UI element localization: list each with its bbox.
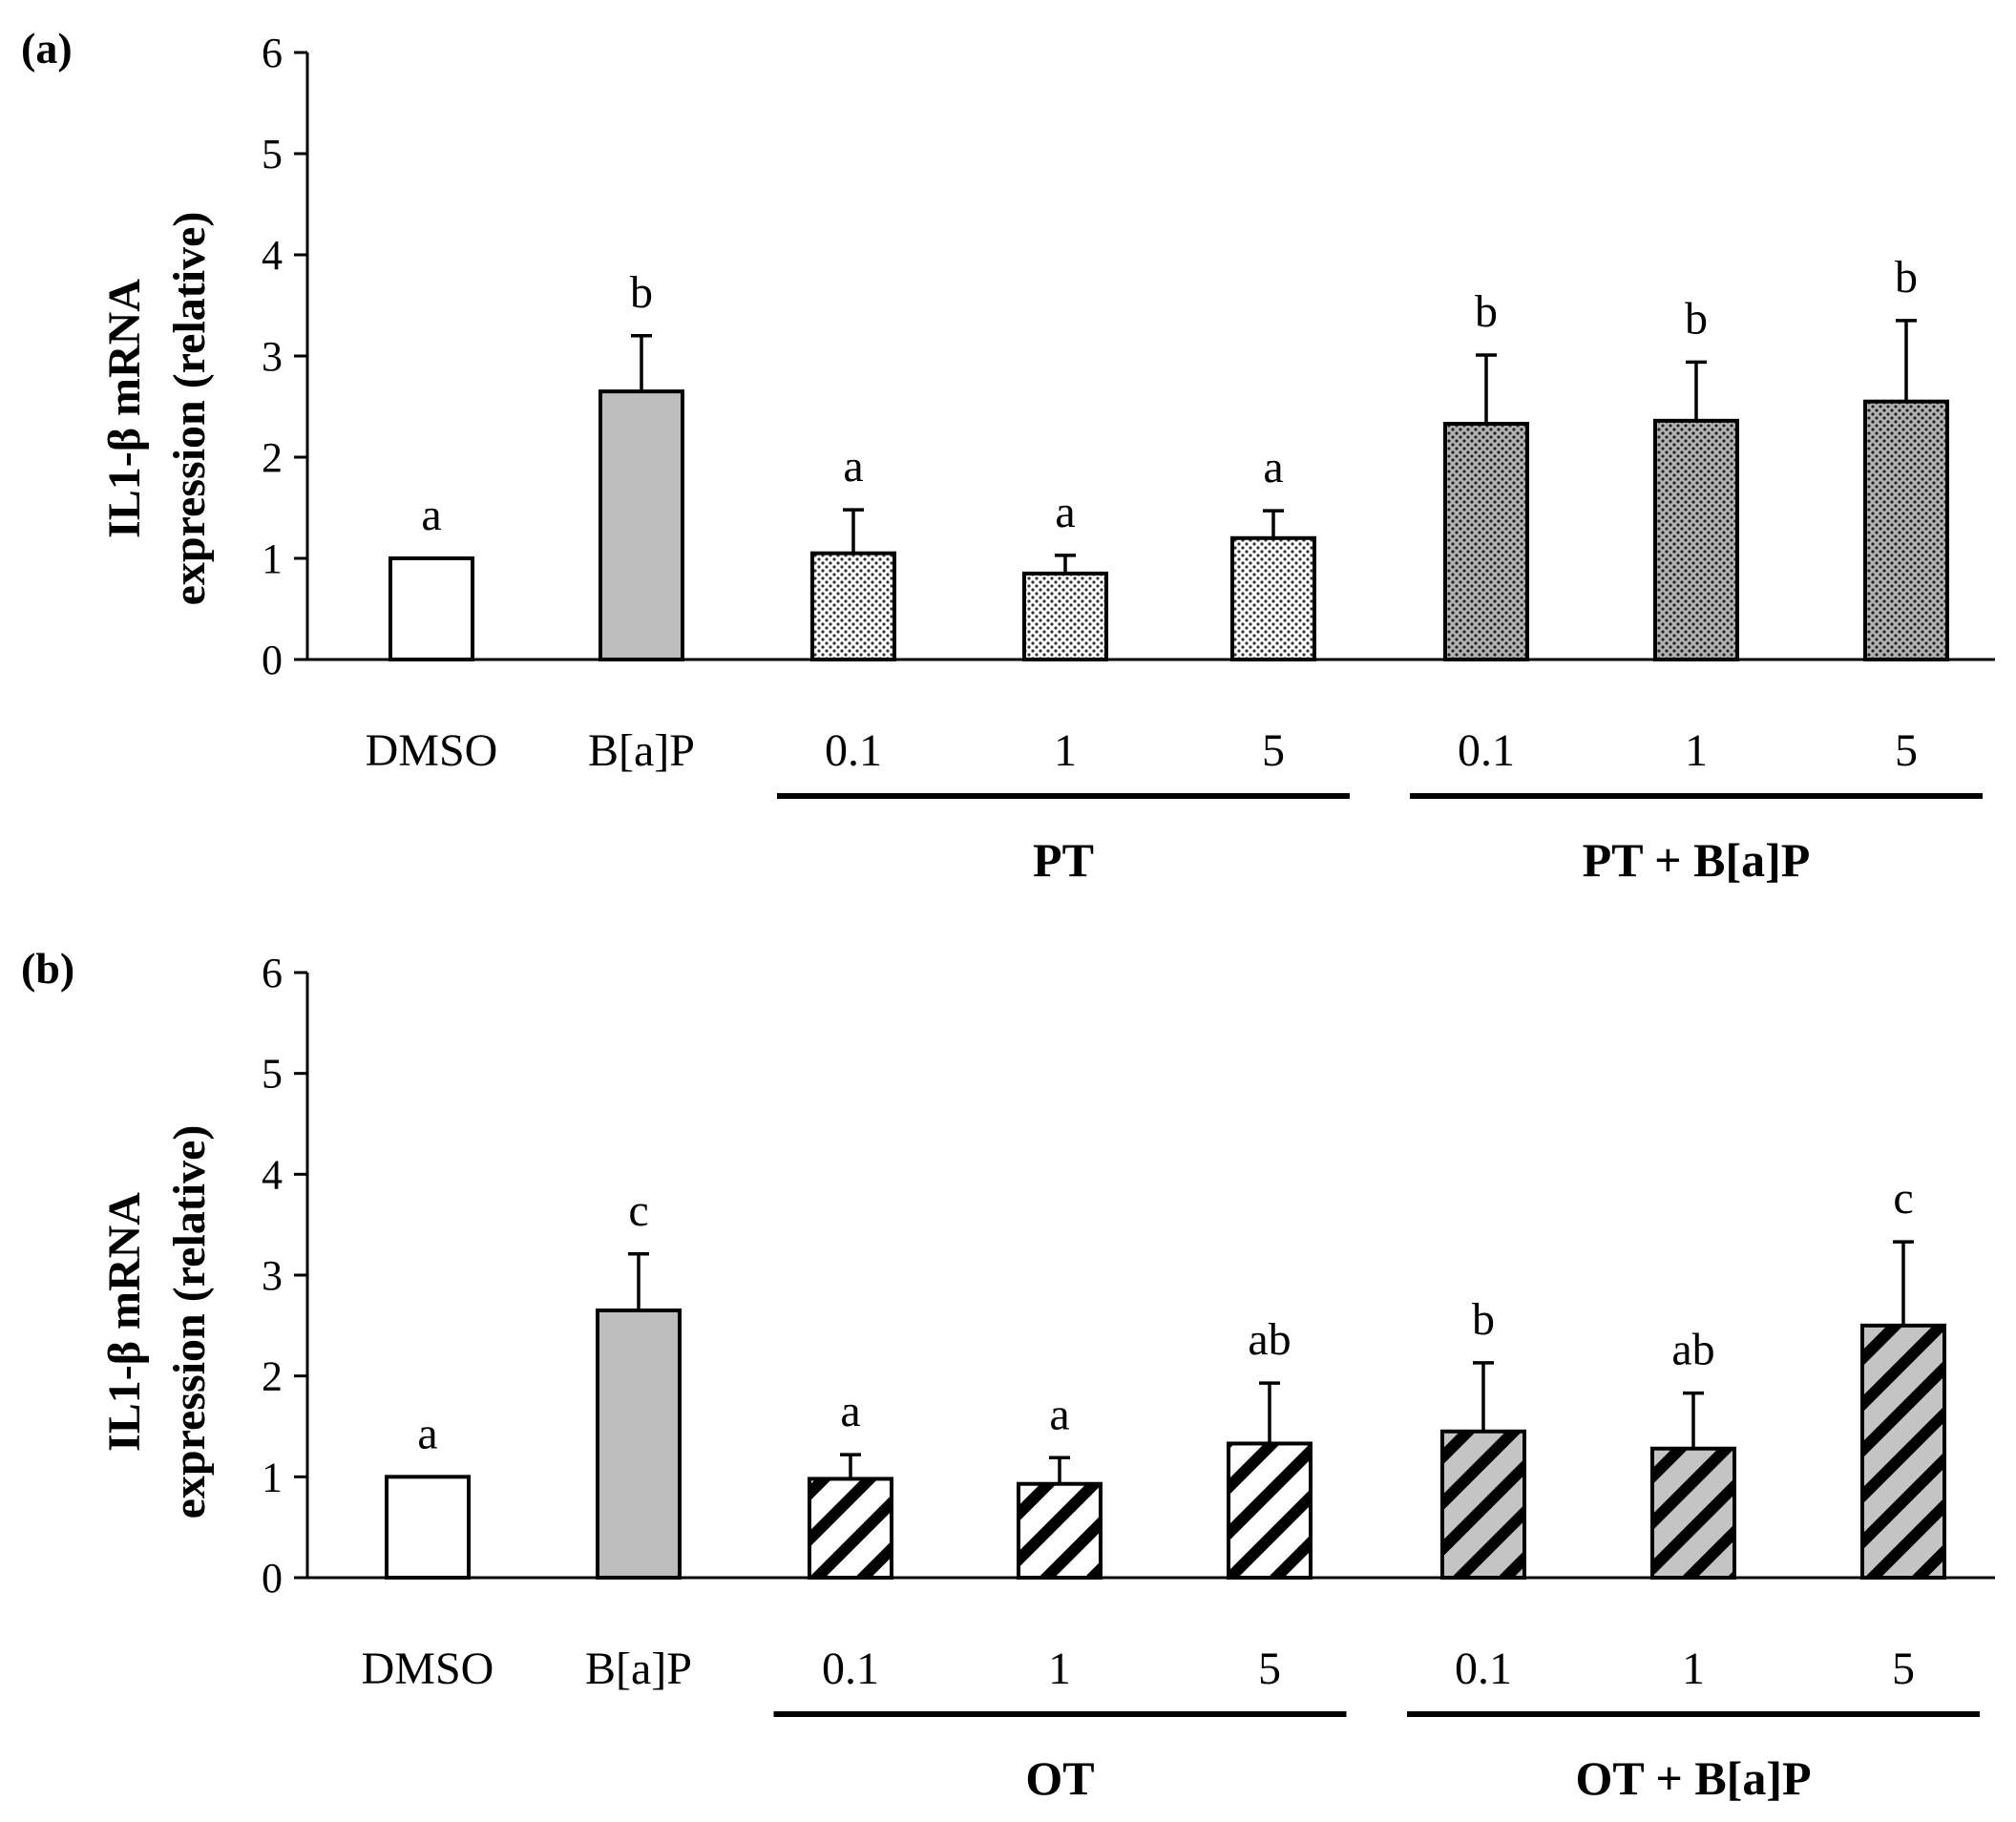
panel-b-bar xyxy=(1650,1446,1736,1581)
panel-b-significance-letter: ab xyxy=(1671,1325,1714,1375)
panel-a-plot: 0 1 2 3 4 5 6 a DMSO b B[a]P a 0.1 a 1 a 5 b 0.1 b 1 b 5 PT PT +… xyxy=(262,30,1995,887)
panel-b: (b) IL1-β mRNA expression (relative) 0 1 2… xyxy=(21,944,1995,1805)
panel-a-ytick-label: 4 xyxy=(262,232,283,279)
panel-b-plot: 0 1 2 3 4 5 6 a DMSO c B[a]P a 0.1 a 1 ab 5 b 0.1 ab 1 c 5 OT OT… xyxy=(262,950,1995,1805)
panel-a-bar xyxy=(1443,422,1529,661)
panel-b-label: (b) xyxy=(21,944,74,993)
panel-b-bar xyxy=(596,1308,682,1580)
panel-a-group-label: PT xyxy=(1033,833,1094,887)
panel-a-bar xyxy=(1230,535,1316,661)
panel-b-xtick-label: 0.1 xyxy=(1455,1644,1512,1694)
panel-b-xtick-label: B[a]P xyxy=(585,1644,692,1694)
panel-b-ytick-label: 4 xyxy=(262,1151,283,1198)
panel-b-xtick-label: 1 xyxy=(1048,1644,1071,1694)
panel-b-ylabel-line2: expression (relative) xyxy=(164,1125,215,1519)
panel-a-ytick-label: 3 xyxy=(262,333,283,380)
panel-b-bar xyxy=(1440,1429,1526,1580)
panel-a-xtick-label: 5 xyxy=(1262,725,1285,776)
panel-a-group-label: PT + B[a]P xyxy=(1583,833,1811,887)
panel-a-bar xyxy=(1653,418,1739,661)
panel-a-ytick-label: 6 xyxy=(262,30,283,76)
panel-a-ylabel-line1: IL1-β mRNA xyxy=(99,279,150,538)
panel-a-significance-letter: a xyxy=(843,441,863,492)
panel-b-ytick-label: 5 xyxy=(262,1051,283,1098)
panel-b-significance-letter: a xyxy=(417,1408,437,1458)
panel-a-significance-letter: b xyxy=(1895,252,1918,303)
panel-a-xtick-label: 1 xyxy=(1685,725,1708,776)
panel-a-xtick-label: 5 xyxy=(1895,725,1918,776)
panel-a-ytick-label: 1 xyxy=(262,535,283,582)
panel-b-ytick-label: 0 xyxy=(262,1555,283,1602)
panel-a: (a) IL1-β mRNA expression (relative) 0 1 2… xyxy=(21,24,1995,887)
panel-b-ytick-label: 1 xyxy=(262,1454,283,1500)
panel-b-xtick-label: 5 xyxy=(1892,1644,1915,1694)
panel-b-ylabel: IL1-β mRNA expression (relative) xyxy=(99,1125,215,1519)
panel-b-significance-letter: c xyxy=(628,1185,648,1236)
panel-b-significance-letter: ab xyxy=(1248,1314,1291,1365)
panel-b-significance-letter: b xyxy=(1472,1294,1495,1345)
panel-b-bar xyxy=(1860,1323,1946,1581)
panel-a-ylabel-line2: expression (relative) xyxy=(164,212,215,606)
panel-a-xtick-label: 0.1 xyxy=(825,725,882,776)
panel-a-xtick-label: DMSO xyxy=(366,725,498,776)
panel-b-significance-letter: a xyxy=(1049,1389,1069,1439)
panel-a-significance-letter: b xyxy=(1475,286,1498,337)
panel-b-xtick-label: 5 xyxy=(1258,1644,1281,1694)
panel-b-ytick-label: 3 xyxy=(262,1252,283,1299)
panel-b-ytick-label: 6 xyxy=(262,950,283,996)
panel-b-ytick-label: 2 xyxy=(262,1353,283,1400)
panel-b-bar xyxy=(1227,1441,1312,1581)
panel-a-ytick-label: 0 xyxy=(262,637,283,683)
panel-b-significance-letter: c xyxy=(1893,1173,1913,1224)
panel-a-significance-letter: b xyxy=(630,267,653,318)
panel-b-xtick-label: 0.1 xyxy=(822,1644,879,1694)
panel-b-bar xyxy=(1017,1481,1102,1580)
panel-b-ylabel-line1: IL1-β mRNA xyxy=(99,1192,150,1452)
panel-a-significance-letter: a xyxy=(1263,442,1283,492)
panel-a-bar xyxy=(598,389,684,661)
panel-b-group-label: OT + B[a]P xyxy=(1575,1751,1811,1805)
panel-a-xtick-label: 0.1 xyxy=(1458,725,1515,776)
panel-b-group-label: OT xyxy=(1025,1751,1094,1805)
panel-b-bar xyxy=(808,1476,893,1580)
panel-a-bar xyxy=(388,556,474,661)
panel-b-xtick-label: 1 xyxy=(1682,1644,1705,1694)
panel-a-label: (a) xyxy=(21,24,73,73)
panel-b-significance-letter: a xyxy=(840,1386,860,1436)
panel-a-xtick-label: B[a]P xyxy=(588,725,695,776)
panel-a-ylabel: IL1-β mRNA expression (relative) xyxy=(99,212,215,606)
panel-b-xtick-label: DMSO xyxy=(362,1644,494,1694)
panel-a-xtick-label: 1 xyxy=(1054,725,1077,776)
panel-a-bar xyxy=(1022,571,1108,662)
panel-a-ytick-label: 5 xyxy=(262,131,283,178)
panel-a-significance-letter: a xyxy=(1055,487,1075,537)
panel-a-significance-letter: b xyxy=(1685,293,1708,344)
panel-a-bar xyxy=(810,551,896,662)
panel-a-significance-letter: a xyxy=(421,490,441,540)
panel-b-bar xyxy=(385,1475,471,1581)
panel-a-ytick-label: 2 xyxy=(262,434,283,481)
panel-a-bar xyxy=(1863,399,1949,661)
